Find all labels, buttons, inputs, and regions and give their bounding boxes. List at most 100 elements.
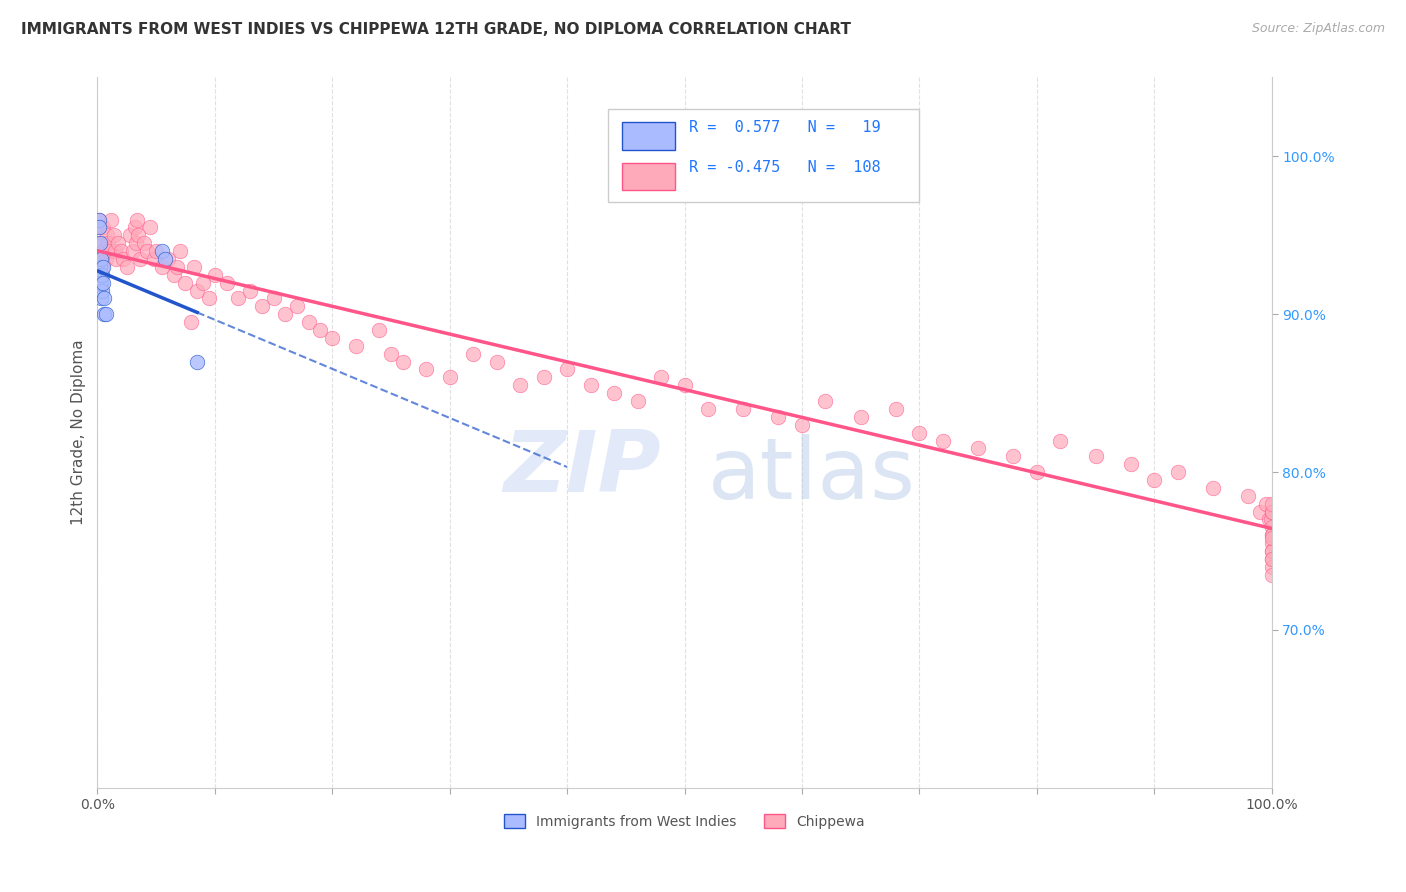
Point (849, 409, 872, 424)
Point (1260, 528, 1282, 542)
Point (135, 244, 157, 258)
Point (110, 244, 132, 258)
Point (415, 362, 437, 376)
Point (368, 323, 391, 337)
Point (115, 260, 138, 274)
Point (90, 292, 112, 306)
Point (1084, 450, 1107, 464)
Point (94, 252, 117, 266)
Point (174, 276, 197, 290)
Point (1258, 512, 1281, 526)
Point (1260, 512, 1282, 526)
Point (90, 276, 112, 290)
Point (463, 347, 485, 361)
Text: IMMIGRANTS FROM WEST INDIES VS CHIPPEWA 12TH GRADE, NO DIPLOMA CORRELATION CHART: IMMIGRANTS FROM WEST INDIES VS CHIPPEWA … (21, 22, 851, 37)
Point (107, 236, 129, 251)
Point (1260, 544, 1282, 558)
Point (156, 252, 179, 266)
Point (104, 244, 127, 258)
Point (93, 307, 115, 321)
Point (103, 228, 125, 243)
Point (180, 315, 202, 329)
Point (1049, 434, 1071, 448)
Point (89, 236, 111, 251)
Point (1143, 473, 1166, 487)
Point (274, 307, 297, 321)
Point (89, 236, 111, 251)
Point (239, 284, 262, 298)
Text: atlas: atlas (709, 434, 917, 516)
Point (87, 212, 110, 227)
Point (1260, 552, 1282, 566)
Point (215, 276, 238, 290)
Point (163, 268, 186, 282)
Point (134, 236, 156, 251)
Point (439, 370, 461, 384)
Text: ZIP: ZIP (503, 426, 661, 509)
Point (91, 220, 114, 235)
Point (344, 339, 367, 353)
Point (285, 299, 308, 313)
Point (533, 370, 555, 384)
Point (127, 228, 149, 243)
Point (1260, 532, 1282, 546)
Point (91, 260, 114, 274)
Point (198, 292, 221, 306)
Point (733, 401, 755, 416)
Point (166, 260, 188, 274)
Point (89, 260, 111, 274)
FancyBboxPatch shape (623, 163, 675, 190)
Point (139, 220, 162, 235)
Text: R = -0.475   N =  108: R = -0.475 N = 108 (689, 161, 880, 175)
Point (98, 244, 121, 258)
Point (673, 378, 696, 392)
Point (94, 307, 117, 321)
Point (1260, 536, 1282, 550)
Point (120, 228, 142, 243)
Point (226, 292, 249, 306)
Point (1260, 528, 1282, 542)
Point (125, 236, 148, 251)
Point (603, 386, 626, 401)
Point (93, 244, 115, 258)
Point (127, 212, 149, 227)
Legend: Immigrants from West Indies, Chippewa: Immigrants from West Indies, Chippewa (499, 808, 870, 834)
Point (768, 409, 790, 424)
Point (967, 442, 990, 456)
Point (105, 252, 128, 266)
Point (155, 252, 177, 266)
Point (90, 268, 112, 282)
Point (90, 244, 112, 258)
Point (91, 236, 114, 251)
Point (309, 323, 332, 337)
Point (263, 292, 285, 306)
Point (93, 292, 115, 306)
Point (250, 299, 273, 313)
Point (91, 268, 114, 282)
Point (1260, 505, 1282, 519)
Point (790, 417, 813, 432)
Point (1260, 567, 1282, 582)
Point (1260, 497, 1282, 511)
Point (1025, 465, 1047, 479)
Point (697, 401, 720, 416)
Point (186, 354, 208, 368)
Point (1260, 552, 1282, 566)
Point (884, 401, 907, 416)
Text: R =  0.577   N =   19: R = 0.577 N = 19 (689, 120, 880, 135)
Point (908, 425, 931, 440)
Point (1237, 489, 1260, 503)
Point (485, 354, 508, 368)
Point (1260, 559, 1282, 574)
Point (121, 244, 143, 258)
Point (1260, 505, 1282, 519)
Point (169, 244, 191, 258)
Point (142, 252, 165, 266)
Point (90, 252, 112, 266)
Point (89, 276, 111, 290)
Point (579, 378, 602, 392)
Y-axis label: 12th Grade, No Diploma: 12th Grade, No Diploma (72, 340, 86, 525)
Point (204, 268, 226, 282)
Point (128, 252, 150, 266)
Point (186, 284, 208, 298)
